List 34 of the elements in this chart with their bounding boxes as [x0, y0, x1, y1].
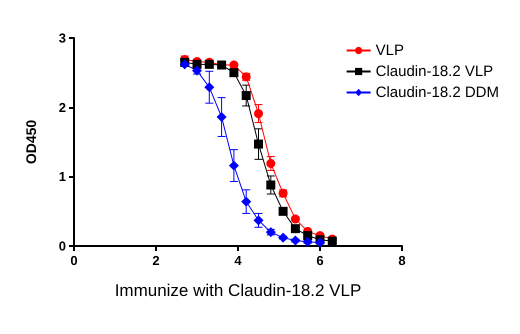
point — [192, 66, 202, 76]
point — [266, 158, 276, 168]
point — [302, 236, 313, 247]
x-tick-label: 4 — [234, 253, 242, 268]
legend-label: Claudin-18.2 VLP — [376, 63, 494, 80]
point — [254, 215, 264, 226]
point — [180, 59, 190, 70]
legend-label: VLP — [376, 42, 404, 59]
x-axis-title: Immunize with Claudin-18.2 VLP — [114, 281, 362, 300]
y-tick-label: 2 — [58, 100, 66, 115]
point — [254, 109, 263, 118]
point — [204, 82, 214, 92]
y-tick-label: 1 — [58, 169, 66, 184]
point — [229, 68, 238, 78]
point — [266, 180, 276, 190]
point — [278, 206, 288, 216]
x-tick-label: 0 — [70, 253, 78, 268]
y-axis-title: OD450 — [23, 120, 39, 164]
point — [315, 238, 325, 248]
point — [290, 224, 300, 234]
x-tick-label: 6 — [316, 253, 324, 268]
x-tick-label: 8 — [398, 253, 406, 268]
y-tick-label: 0 — [58, 238, 66, 254]
point — [228, 160, 239, 171]
point — [278, 232, 288, 243]
y-tick-label: 3 — [58, 30, 66, 46]
x-tick-label: 2 — [152, 253, 160, 268]
point — [254, 140, 263, 149]
point — [290, 235, 300, 246]
point — [290, 214, 300, 224]
point — [216, 112, 227, 122]
legend-label: Claudin-18.2 DDM — [376, 84, 500, 101]
point — [242, 91, 251, 100]
point — [241, 196, 252, 207]
